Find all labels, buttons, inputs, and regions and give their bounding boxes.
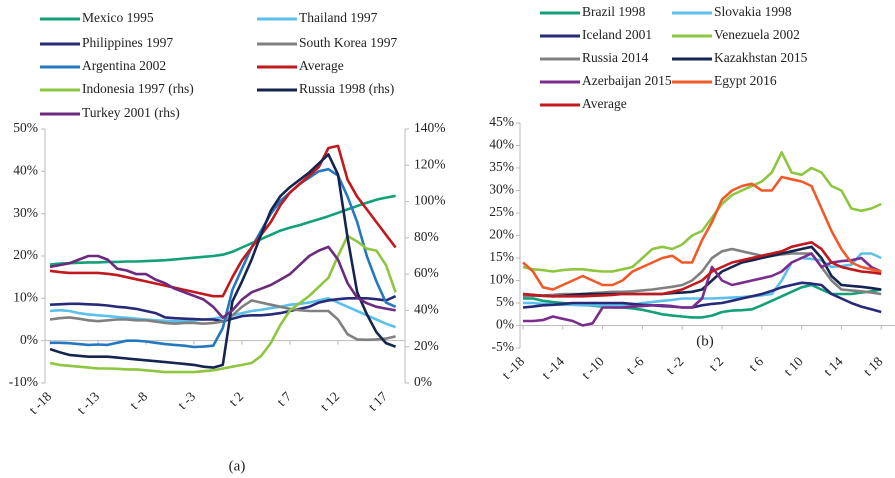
x-tick-label: t -13 bbox=[74, 389, 103, 418]
legend-label: Turkey 2001 (rhs) bbox=[82, 105, 180, 120]
x-tick-label: t -3 bbox=[175, 389, 199, 413]
x-tick-label: t 18 bbox=[860, 354, 885, 379]
y-tick-label: 25% bbox=[489, 204, 514, 219]
legend-label: Venezuela 2002 bbox=[714, 27, 800, 42]
x-tick-label: t 6 bbox=[746, 354, 767, 375]
y-tick-label: 40% bbox=[13, 162, 38, 177]
y-tick-label: 15% bbox=[489, 249, 514, 264]
legend-label: Kazakhstan 2015 bbox=[714, 50, 808, 65]
legend-label: Brazil 1998 bbox=[582, 4, 646, 19]
series-line bbox=[49, 144, 397, 298]
legend-label: Azerbaijan 2015 bbox=[582, 73, 672, 88]
legend-label: Indonesia 1997 (rhs) bbox=[82, 81, 194, 96]
y-tick-label: 50% bbox=[13, 120, 38, 135]
x-tick-label: t 7 bbox=[274, 389, 295, 410]
y-tick-label: 45% bbox=[489, 114, 514, 129]
series-line bbox=[522, 281, 882, 314]
y2-tick-label: 140% bbox=[414, 120, 446, 135]
legend-label: Russia 2014 bbox=[582, 50, 649, 65]
legend-label: Slovakia 1998 bbox=[714, 4, 792, 19]
x-tick-label: t 14 bbox=[821, 354, 846, 379]
y2-tick-label: 100% bbox=[414, 193, 446, 208]
series-line bbox=[49, 299, 396, 342]
x-tick-label: t -14 bbox=[539, 354, 568, 383]
y-tick-label: 10% bbox=[13, 289, 38, 304]
y-tick-label: 20% bbox=[489, 227, 514, 242]
y-tick-label: 30% bbox=[489, 182, 514, 197]
y-tick-label: -5% bbox=[492, 339, 515, 354]
series-line bbox=[49, 153, 397, 369]
y-tick-label: 20% bbox=[13, 247, 38, 262]
legend-label: Russia 1998 (rhs) bbox=[299, 81, 394, 96]
y2-tick-label: 0% bbox=[414, 374, 432, 389]
series-line bbox=[522, 245, 882, 298]
y-tick-label: 0% bbox=[20, 332, 38, 347]
y-tick-label: -10% bbox=[9, 374, 38, 389]
legend-label: Egypt 2016 bbox=[714, 73, 777, 88]
series-line bbox=[49, 194, 396, 266]
caption: (b) bbox=[696, 333, 714, 349]
y-tick-label: 10% bbox=[489, 272, 514, 287]
y2-tick-label: 20% bbox=[414, 338, 439, 353]
x-tick-label: t -6 bbox=[623, 354, 647, 378]
y2-tick-label: 80% bbox=[414, 229, 439, 244]
legend-label: South Korea 1997 bbox=[299, 35, 397, 50]
x-tick-label: t -10 bbox=[579, 354, 608, 383]
y2-tick-label: 120% bbox=[414, 156, 446, 171]
y-tick-label: 0% bbox=[496, 317, 514, 332]
series-line bbox=[49, 245, 396, 319]
caption: (a) bbox=[229, 458, 246, 474]
x-tick-label: t -18 bbox=[499, 354, 528, 383]
legend-label: Argentina 2002 bbox=[82, 58, 166, 73]
series-line bbox=[522, 241, 882, 298]
y2-tick-label: 60% bbox=[414, 265, 439, 280]
y-tick-label: 5% bbox=[496, 294, 514, 309]
series-line bbox=[522, 175, 882, 291]
x-tick-label: t -8 bbox=[127, 389, 151, 413]
y2-tick-label: 40% bbox=[414, 302, 439, 317]
legend-label: Thailand 1997 bbox=[299, 10, 378, 25]
legend-label: Average bbox=[582, 96, 627, 111]
x-tick-label: t 10 bbox=[781, 354, 806, 379]
legend-label: Iceland 2001 bbox=[582, 27, 652, 42]
y-tick-label: 35% bbox=[489, 159, 514, 174]
series-line bbox=[49, 234, 397, 374]
series-line bbox=[522, 151, 882, 273]
x-tick-label: t 12 bbox=[317, 389, 342, 414]
series-line bbox=[523, 252, 882, 327]
legend-label: Mexico 1995 bbox=[82, 10, 154, 25]
y-tick-label: 30% bbox=[13, 205, 38, 220]
legend-label: Average bbox=[299, 58, 344, 73]
x-tick-label: t -18 bbox=[26, 389, 55, 418]
legend-label: Philippines 1997 bbox=[82, 35, 173, 50]
y-tick-label: 40% bbox=[489, 137, 514, 152]
x-tick-label: t 2 bbox=[226, 389, 246, 409]
x-tick-label: t 2 bbox=[706, 354, 726, 374]
x-tick-label: t 17 bbox=[365, 389, 390, 414]
x-tick-label: t -2 bbox=[663, 354, 687, 378]
